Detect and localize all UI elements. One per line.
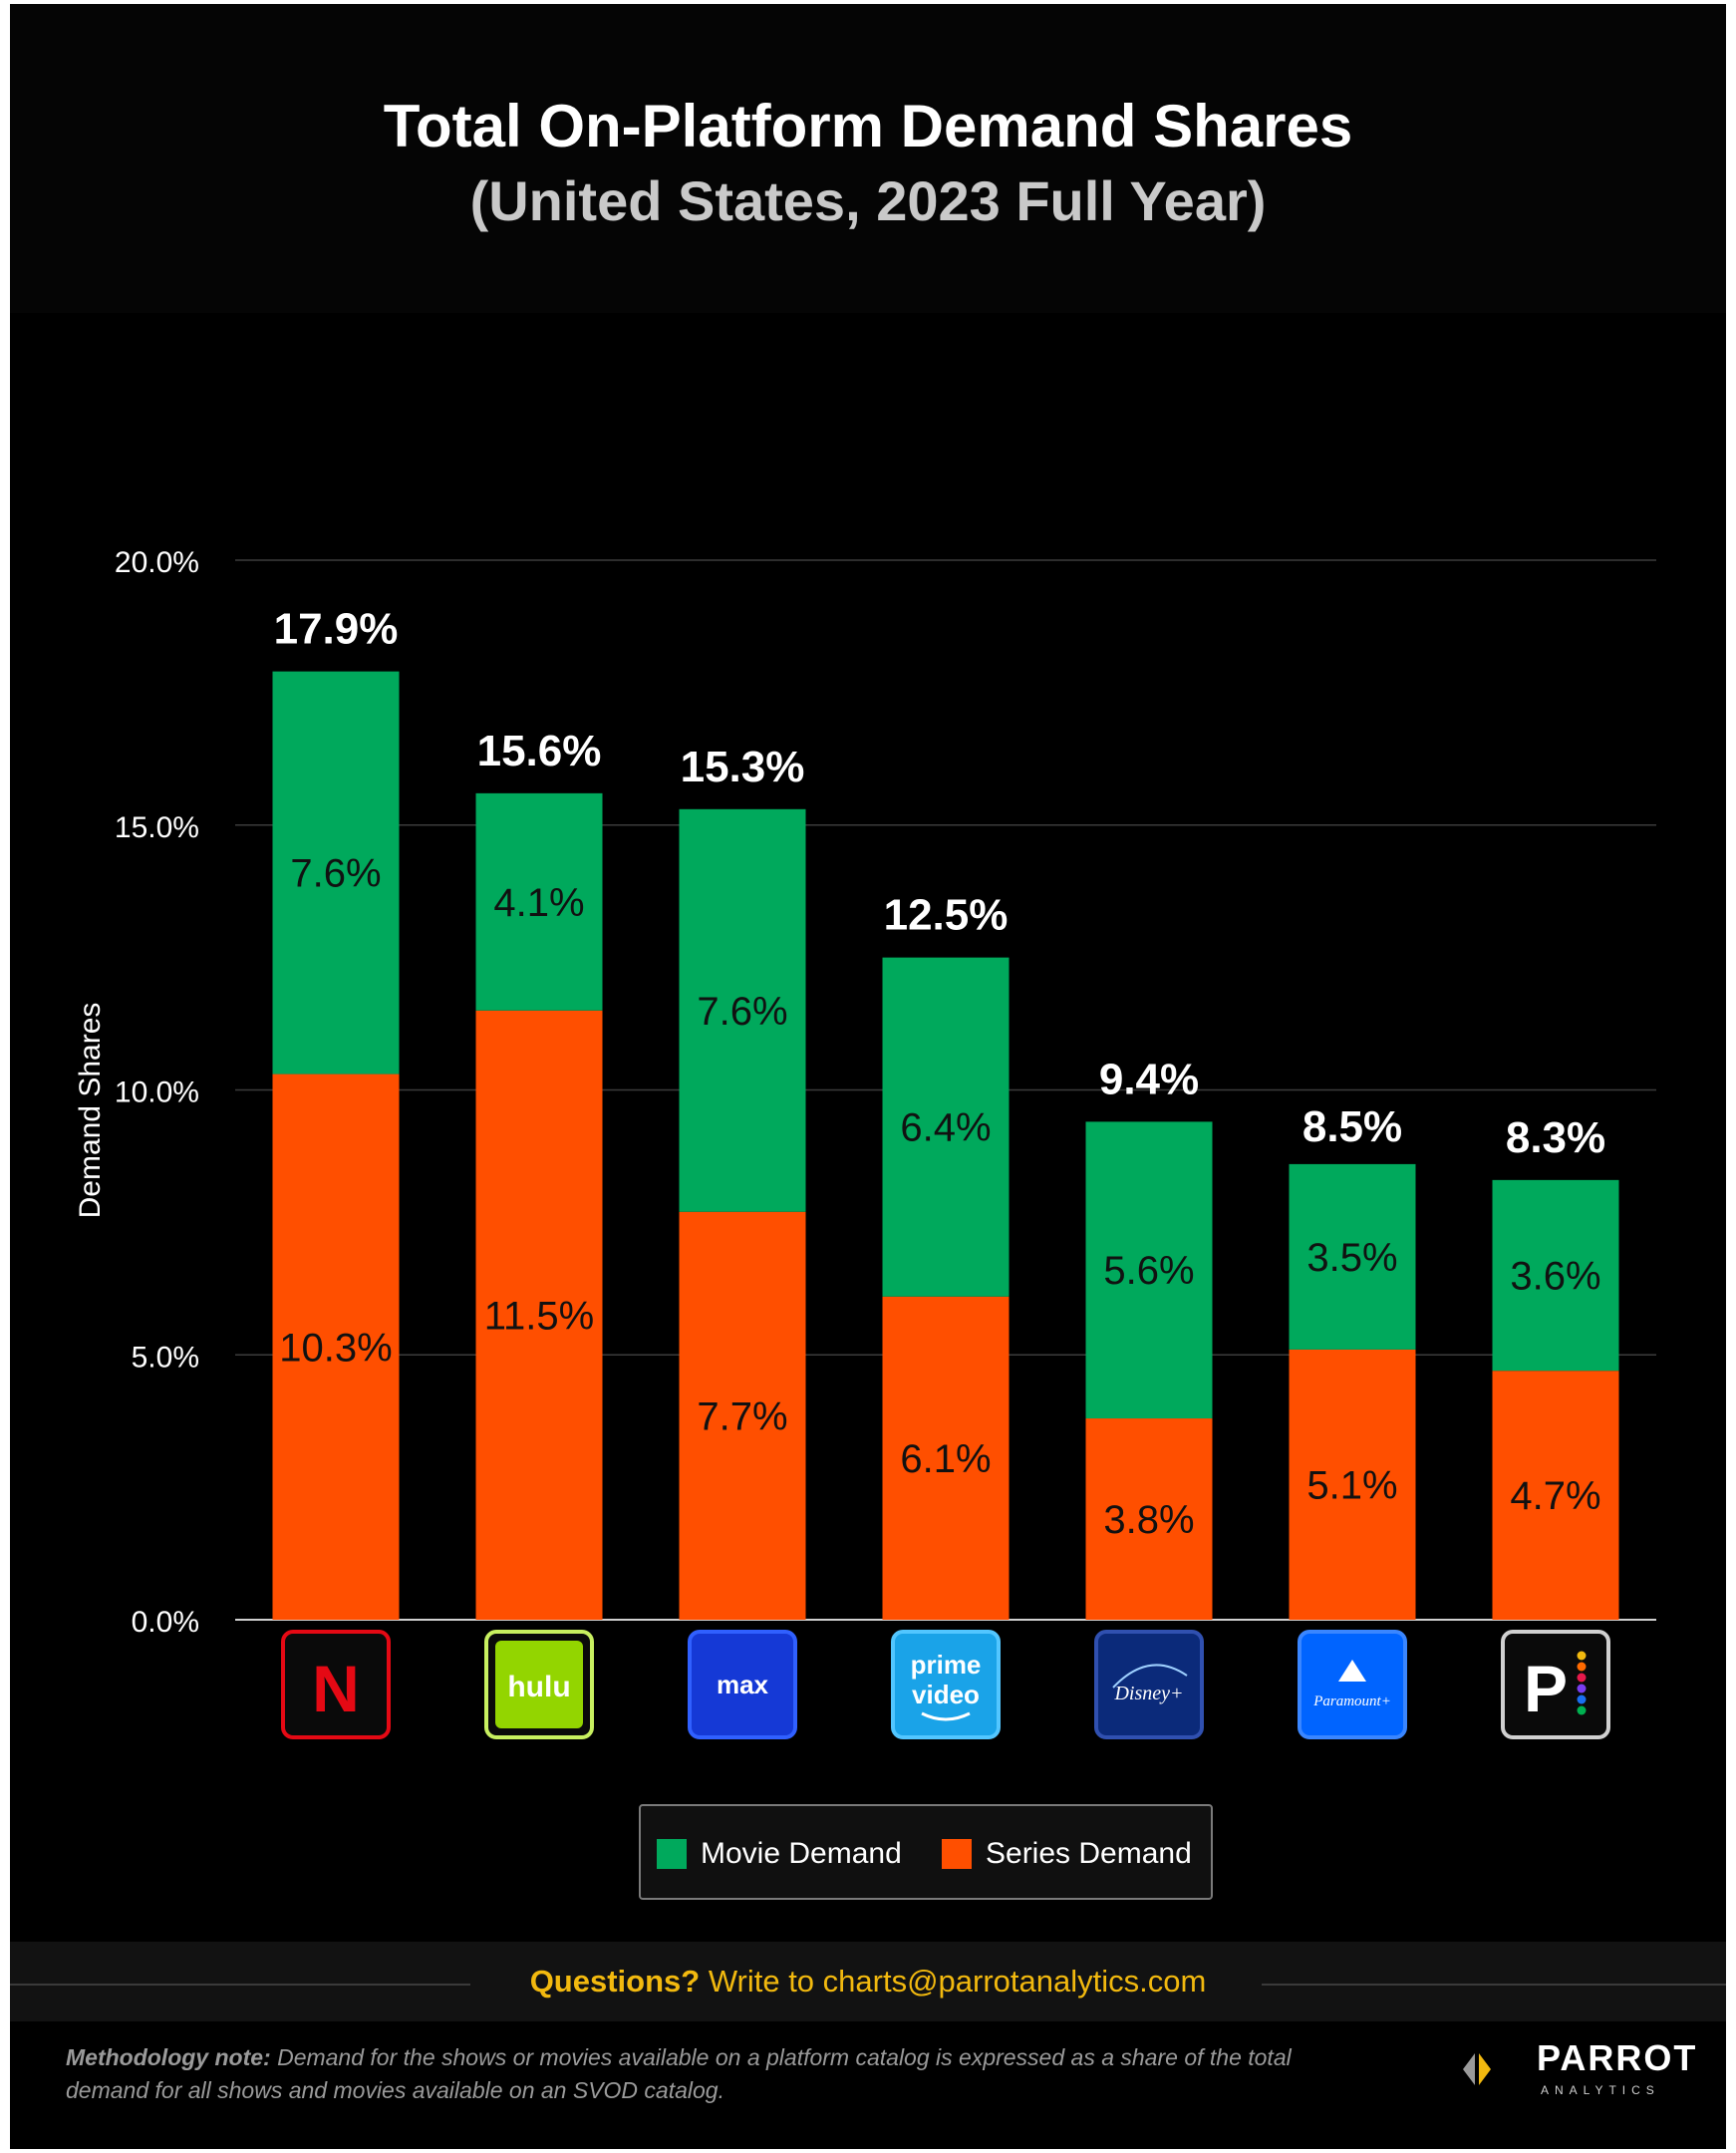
chart-title: Total On-Platform Demand Shares [383,93,1353,159]
y-tick-label: 15.0% [115,811,199,844]
svg-text:N: N [312,1652,360,1725]
legend-item-movie: Movie Demand [657,1834,902,1874]
bar-series-segment [1085,1418,1213,1620]
legend-label-movie: Movie Demand [701,1837,902,1870]
chart-subtitle: (United States, 2023 Full Year) [469,169,1267,232]
legend: Movie Demand Series Demand [639,1804,1213,1900]
brand-subtitle: ANALYTICS [1541,2083,1660,2097]
series-value-label: 11.5% [484,1294,594,1338]
bar-chart: 0.0% 5.0% 10.0% 15.0% 20.0% 10.3% 7.6% 17.9% 11… [74,546,1656,1739]
svg-text:prime: prime [911,1650,982,1680]
chart-frame: Total On-Platform Demand Shares (United … [10,4,1726,2149]
footer-rule-left [10,1984,470,1986]
gridlines [235,559,1656,1621]
bar-labels: 10.3% 7.6% 17.9% 11.5% 4.1% 15.6% 7.7% 7.6% 15.3… [274,605,1606,1542]
bar-movie-segment [679,808,806,1212]
legend-item-series: Series Demand [942,1834,1192,1874]
movie-value-label: 4.1% [493,881,584,925]
y-tick-label: 0.0% [132,1606,199,1639]
movie-value-label: 6.4% [900,1106,991,1150]
legend-label-series: Series Demand [986,1837,1192,1870]
series-value-label: 3.8% [1103,1498,1194,1542]
hulu-logo-icon: hulu [484,1630,594,1739]
series-value-label: 6.1% [900,1437,991,1481]
svg-text:video: video [912,1680,980,1709]
movie-value-label: 5.6% [1103,1249,1194,1293]
bar-series-segment [272,1074,400,1620]
methodology-note: Methodology note: Demand for the shows o… [66,2041,1361,2107]
total-value-label: 15.6% [477,727,602,775]
bar-series-segment [475,1010,603,1620]
svg-text:hulu: hulu [507,1671,570,1703]
bar-series-segment [882,1296,1010,1620]
series-value-label: 4.7% [1510,1474,1600,1518]
bar-series-segment [1289,1349,1416,1620]
max-logo-icon: max [688,1630,797,1739]
bar-movie-segment [1492,1179,1619,1372]
svg-text:max: max [717,1670,769,1699]
bar-movie-segment [272,671,400,1075]
y-tick-label: 20.0% [115,546,199,579]
questions-lead: Questions? [529,1964,701,1999]
movie-value-label: 3.5% [1306,1236,1397,1280]
bar-movie-segment [882,957,1010,1297]
series-value-label: 5.1% [1306,1463,1397,1507]
total-value-label: 8.5% [1302,1102,1402,1151]
legend-swatch-movie [657,1839,687,1869]
netflix-logo-icon: N [281,1630,391,1739]
footer-rule-right [1262,1984,1726,1986]
bar-movie-segment [1289,1163,1416,1350]
y-axis-label: Demand Shares [74,1003,107,1219]
svg-text:Paramount+: Paramount+ [1312,1693,1391,1709]
header-band [10,4,1726,313]
bar-series-segment [679,1211,806,1620]
disney-plus-logo-icon: Disney+ [1094,1630,1204,1739]
movie-value-label: 7.6% [290,852,381,896]
total-value-label: 17.9% [274,605,399,654]
brand-name: PARROT [1537,2037,1698,2078]
total-value-label: 8.3% [1506,1113,1605,1162]
series-value-label: 10.3% [279,1326,392,1370]
legend-swatch-series [942,1839,972,1869]
parrot-logo-icon [1463,2053,1491,2085]
total-value-label: 12.5% [884,891,1009,940]
total-value-label: 9.4% [1099,1055,1199,1103]
svg-text:P: P [1524,1652,1568,1725]
series-value-label: 7.7% [697,1394,787,1438]
bar-movie-segment [1085,1121,1213,1419]
bar-movie-segment [475,792,603,1011]
bars [272,671,1619,1620]
y-axis-ticks: 0.0% 5.0% 10.0% 15.0% 20.0% [115,546,199,1639]
questions-contact[interactable]: Write to charts@parrotanalytics.com [700,1964,1207,1999]
methodology-lead: Methodology note: [66,2044,271,2070]
footer-band [10,1942,1726,2021]
y-tick-label: 5.0% [132,1341,199,1374]
movie-value-label: 3.6% [1510,1255,1600,1299]
movie-value-label: 7.6% [697,990,787,1034]
footer-questions: Questions? Write to charts@parrotanalyti… [10,1962,1726,2001]
total-value-label: 15.3% [681,743,805,791]
peacock-logo-icon: P [1501,1630,1610,1739]
y-tick-label: 10.0% [115,1076,199,1109]
methodology-text: Demand for the shows or movies available… [66,2044,1292,2103]
bar-series-segment [1492,1371,1619,1620]
paramount-plus-logo-icon: Paramount+ [1298,1630,1407,1739]
svg-text:Disney+: Disney+ [1113,1683,1183,1704]
